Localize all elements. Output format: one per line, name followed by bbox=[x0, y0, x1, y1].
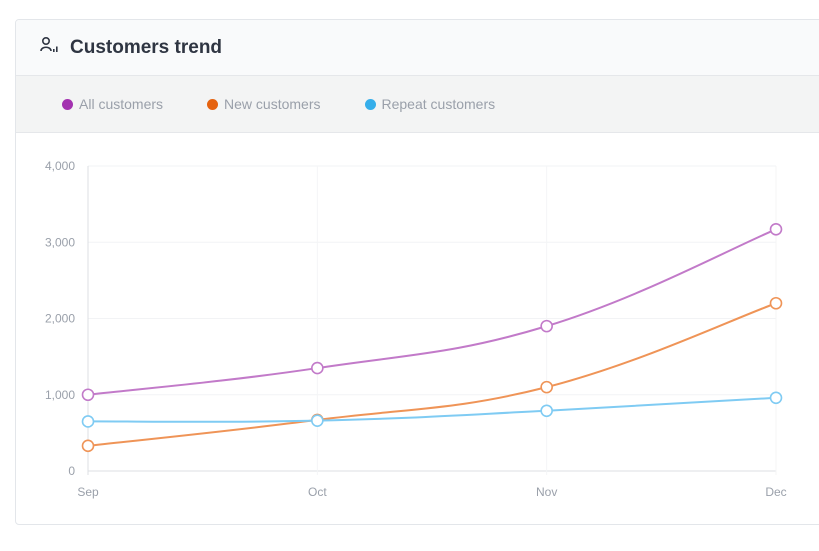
data-point bbox=[540, 319, 553, 333]
legend-item-repeat-customers[interactable]: Repeat customers bbox=[364, 96, 496, 112]
series-line-2 bbox=[87, 396, 777, 423]
legend-label: All customers bbox=[79, 96, 164, 112]
y-tick-label: 2,000 bbox=[45, 312, 75, 326]
x-tick-label: Oct bbox=[308, 485, 327, 499]
legend-dot-icon bbox=[207, 98, 219, 110]
legend-dot-icon bbox=[62, 98, 73, 110]
data-point bbox=[769, 296, 783, 310]
legend-dot-icon bbox=[364, 98, 376, 110]
series-line-1 bbox=[87, 302, 777, 447]
data-point bbox=[81, 439, 95, 453]
x-tick-label: Nov bbox=[536, 485, 557, 499]
data-point bbox=[540, 380, 553, 394]
legend-item-all-customers[interactable]: All customers bbox=[62, 96, 163, 112]
data-point bbox=[81, 415, 95, 428]
customers-chart-icon bbox=[40, 36, 60, 59]
y-tick-label: 4,000 bbox=[45, 159, 75, 173]
legend-item-new-customers[interactable]: New customers bbox=[207, 96, 321, 112]
data-point bbox=[769, 222, 783, 236]
card-header: Customers trend bbox=[16, 20, 819, 76]
data-point bbox=[540, 404, 553, 418]
legend-label: Repeat customers bbox=[381, 96, 496, 112]
data-point bbox=[311, 361, 324, 375]
chart-legend: All customers New customers Repeat custo… bbox=[16, 76, 819, 133]
legend-label: New customers bbox=[224, 96, 321, 112]
x-tick-label: Dec bbox=[765, 485, 786, 499]
y-tick-label: 3,000 bbox=[45, 235, 75, 249]
card-title: Customers trend bbox=[70, 36, 223, 58]
series-line-0 bbox=[87, 228, 777, 396]
data-point bbox=[311, 414, 324, 427]
y-tick-label: 1,000 bbox=[45, 388, 75, 402]
x-tick-label: Sep bbox=[77, 485, 99, 499]
data-point bbox=[81, 388, 95, 402]
y-tick-label: 0 bbox=[68, 464, 75, 478]
data-point bbox=[769, 391, 783, 405]
